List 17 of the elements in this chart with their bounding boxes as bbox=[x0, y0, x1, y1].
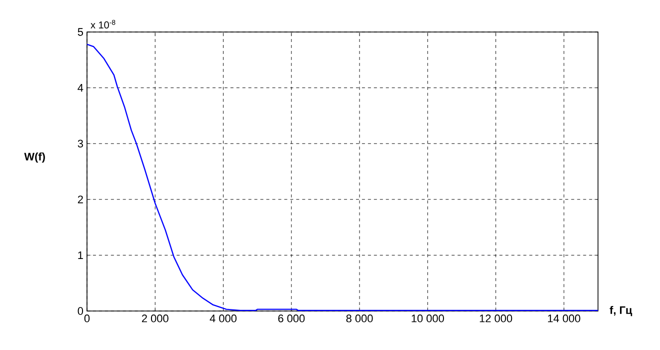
x-tick-label: 12 000 bbox=[480, 314, 512, 322]
x-tick-label: 14 000 bbox=[548, 314, 580, 322]
y-tick-label: 2 bbox=[78, 196, 83, 204]
x-tick-label: 0 bbox=[84, 314, 90, 322]
y-tick-label: 3 bbox=[78, 140, 83, 148]
y-tick-label: 1 bbox=[78, 251, 83, 259]
y-tick-label: 4 bbox=[78, 84, 84, 92]
y-tick-label: 5 bbox=[78, 28, 84, 36]
y-axis-title: W(f) bbox=[24, 152, 45, 163]
text: x 10$^{-8}$ bbox=[90, 20, 116, 28]
x-tick-label: 4 000 bbox=[210, 314, 237, 322]
x-tick-label: 6 000 bbox=[278, 314, 305, 322]
x-tick-label: 2 000 bbox=[142, 314, 168, 322]
x-tick-label: 10 000 bbox=[412, 314, 444, 322]
y-tick-label: 0 bbox=[78, 307, 84, 315]
x-axis-title: f, Гц bbox=[610, 306, 632, 316]
x-tick-label: 8 000 bbox=[346, 314, 373, 322]
